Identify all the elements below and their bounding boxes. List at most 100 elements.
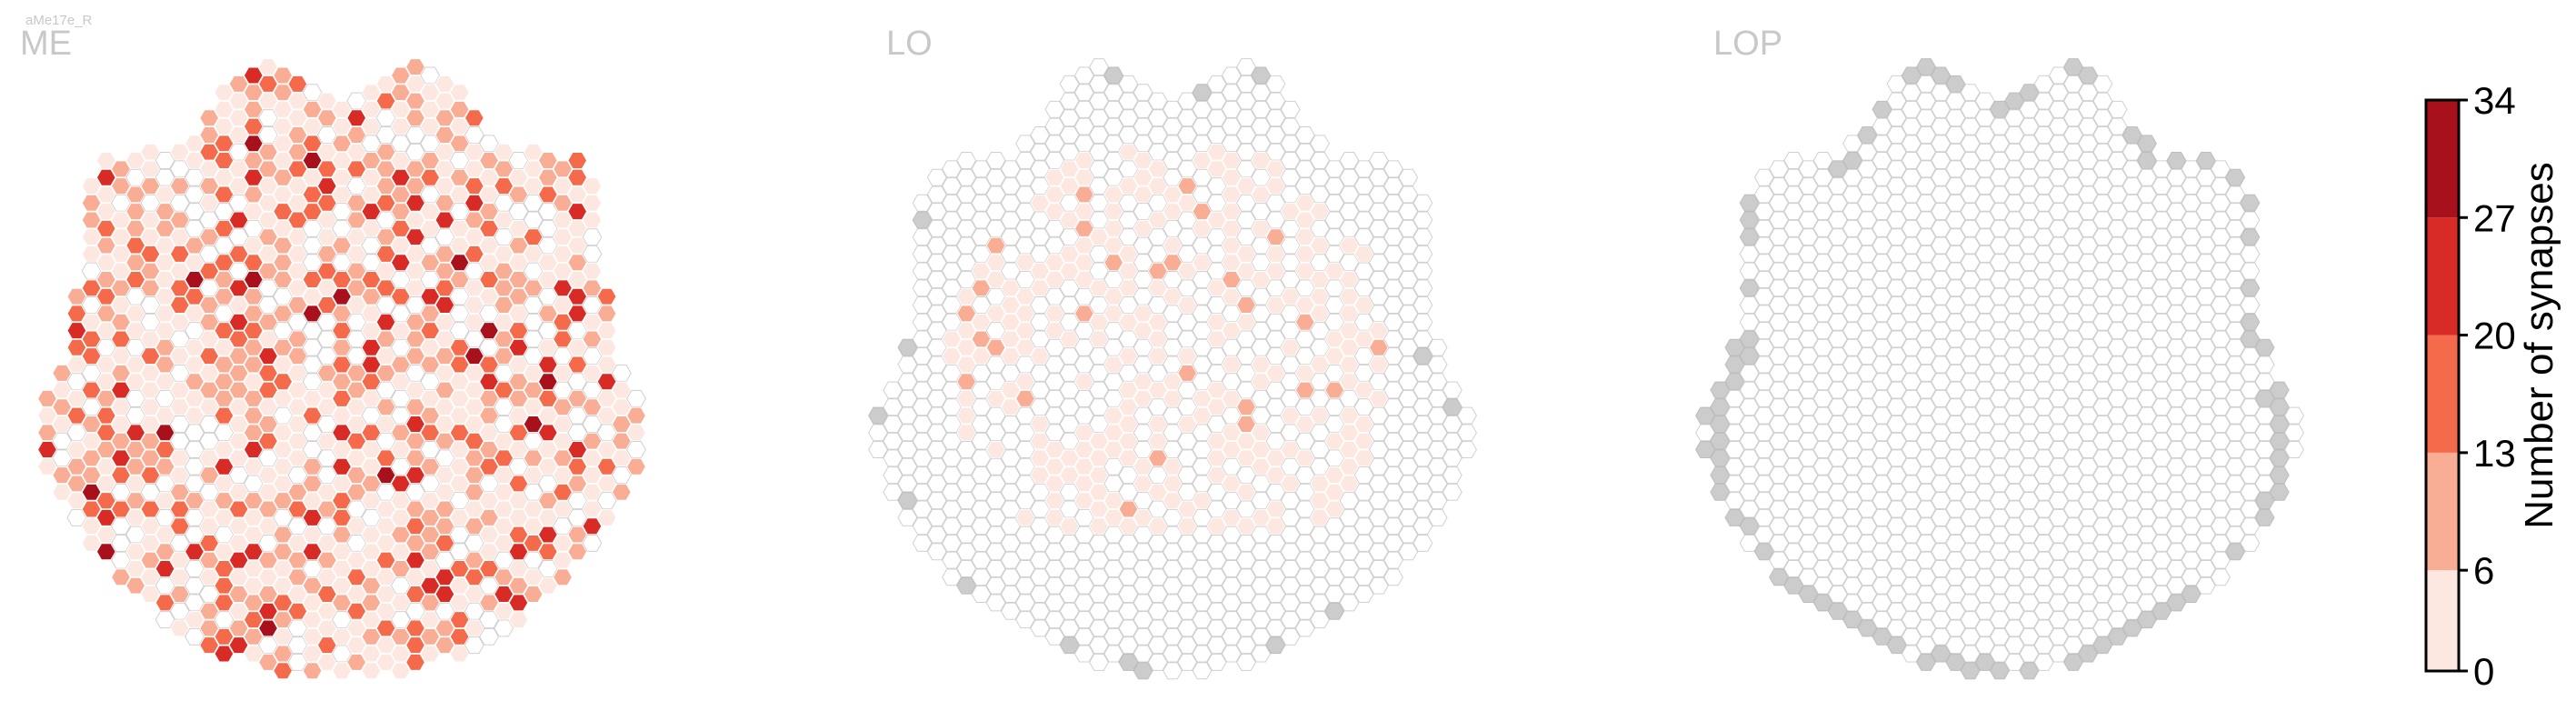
hex-cell (508, 576, 529, 595)
hex-cell (971, 517, 992, 536)
hex-cell (95, 441, 116, 459)
hex-cell (287, 398, 308, 416)
hex-cell (942, 534, 962, 552)
hex-cell (302, 594, 323, 612)
hex-cell (1339, 355, 1360, 374)
hex-cell (361, 543, 382, 561)
hex-cell (1044, 305, 1065, 323)
hex-cell (2225, 508, 2246, 526)
hex-cell (1324, 245, 1345, 263)
hex-cell (2092, 500, 2113, 518)
hex-cell (346, 415, 367, 433)
hex-cell (926, 254, 947, 272)
hex-cell (81, 500, 102, 518)
hex-cell (1118, 517, 1139, 536)
hex-cell (155, 508, 175, 526)
hex-cell (1974, 619, 1995, 637)
hex-cell (1221, 152, 1242, 170)
hex-cell (140, 143, 161, 161)
hex-cell (1294, 449, 1315, 467)
hex-cell (1945, 653, 1966, 671)
hex-cell (1206, 449, 1227, 467)
hex-cell (912, 262, 933, 280)
hex-cell (1901, 100, 1922, 118)
hex-cell (1133, 152, 1153, 170)
hex-cell (1842, 475, 1862, 493)
hex-cell (985, 457, 1006, 476)
hex-cell (95, 185, 116, 204)
hex-cell (553, 296, 573, 315)
hex-cell (1324, 160, 1345, 178)
hex-cell (1916, 75, 1936, 93)
hex-cell (1015, 559, 1035, 577)
hex-cell (2033, 143, 2054, 161)
hex-cell (1221, 322, 1242, 340)
hex-cell (1886, 75, 1907, 93)
hex-cell (1000, 500, 1021, 518)
hex-cell (464, 313, 484, 331)
hex-cell (2033, 330, 2054, 348)
hex-cell (1236, 432, 1256, 450)
hex-cell (1163, 526, 1183, 544)
hex-cell (449, 322, 470, 340)
hex-cell (2166, 441, 2187, 459)
hex-cell (2048, 373, 2069, 391)
hex-cell (1945, 586, 1966, 604)
hex-cell (287, 449, 308, 467)
hex-cell (523, 228, 544, 246)
hex-cell (316, 347, 337, 366)
hex-cell (1857, 619, 1878, 637)
hex-cell (214, 152, 235, 170)
hex-cell (1442, 432, 1463, 450)
hex-cell (199, 568, 220, 586)
hex-cell (1163, 492, 1183, 510)
hex-cell (1192, 627, 1213, 646)
hex-cell (553, 449, 573, 467)
hex-cell (1945, 466, 1966, 485)
hex-cell (1059, 228, 1080, 246)
hex-cell (228, 177, 249, 195)
hex-cell (405, 381, 425, 399)
hex-cell (1383, 279, 1403, 297)
hex-cell (125, 322, 146, 340)
hex-cell (214, 576, 235, 595)
hex-cell (1073, 152, 1094, 170)
hex-cell (1294, 619, 1315, 637)
hex-cell (125, 270, 146, 288)
hex-cell (1206, 602, 1227, 620)
hex-cell (1147, 534, 1168, 552)
hex-cell (199, 347, 220, 366)
hex-cell (125, 457, 146, 476)
hex-cell (1103, 594, 1124, 612)
hex-cell (390, 203, 411, 221)
hex-cell (449, 645, 470, 663)
hex-cell (1842, 559, 1862, 577)
hex-cell (985, 406, 1006, 425)
hex-cell (479, 457, 499, 476)
hex-cell (1990, 627, 2010, 646)
hex-cell (140, 586, 161, 604)
hex-cell (2048, 441, 2069, 459)
hex-cell (2122, 568, 2142, 586)
hex-cell (611, 483, 632, 501)
hex-cell (1103, 270, 1124, 288)
hex-cell (1945, 551, 1966, 569)
hex-cell (2078, 373, 2099, 391)
hex-cell (464, 160, 484, 178)
hex-cell (1901, 526, 1922, 544)
hex-cell (346, 483, 367, 501)
hex-cell (1177, 568, 1198, 586)
hex-cell (1798, 330, 1819, 348)
hex-cell (1310, 526, 1330, 544)
hex-cell (1206, 160, 1227, 178)
hex-cell (1103, 645, 1124, 663)
hex-cell (405, 432, 425, 450)
hex-cell (346, 347, 367, 366)
hex-cell (1916, 551, 1936, 569)
hex-cell (1147, 211, 1168, 229)
hex-cell (2048, 84, 2069, 102)
hex-cell (1206, 143, 1227, 161)
hex-cell (287, 262, 308, 280)
hex-cell (2092, 534, 2113, 552)
hex-cell (1812, 355, 1833, 374)
